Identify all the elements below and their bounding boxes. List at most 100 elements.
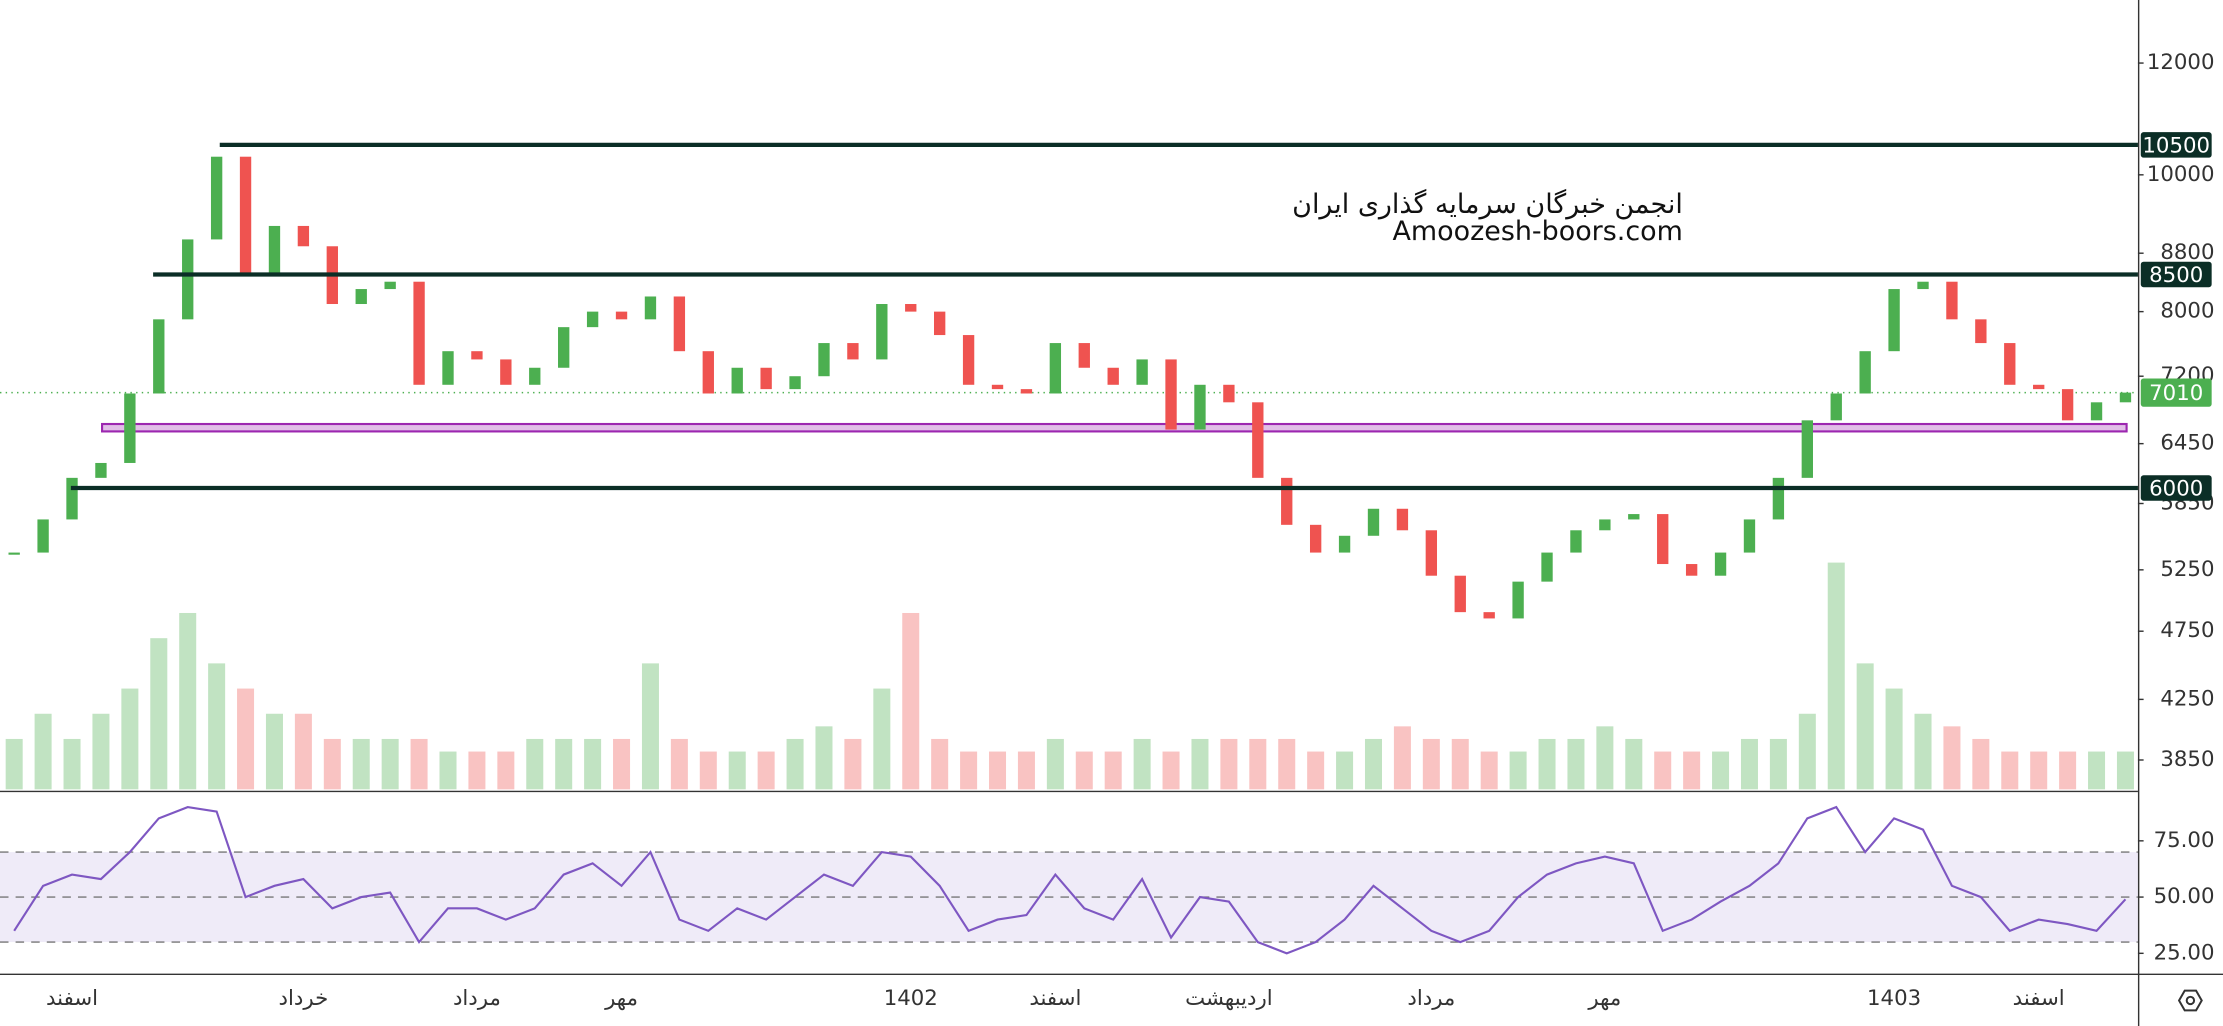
volume-bar	[1509, 751, 1527, 790]
candle	[95, 462, 107, 478]
settings-icon[interactable]	[2177, 989, 2203, 1012]
candle	[1772, 477, 1785, 520]
candle	[1136, 359, 1148, 385]
watermark-url: Amoozesh-boors.com	[1393, 216, 1683, 247]
x-tick-label: اسفند	[1029, 986, 1081, 1011]
rsi-tick-label: 75.00	[2154, 828, 2215, 853]
volume-bar	[584, 738, 602, 790]
last-price-box	[2140, 378, 2212, 407]
rsi-tick-label: 25.00	[2154, 940, 2215, 965]
candle	[1657, 514, 1669, 565]
volume-bar	[179, 612, 197, 790]
candle	[2090, 402, 2103, 421]
volume-bar	[237, 688, 255, 790]
volume-bar	[439, 751, 457, 790]
volume-bar	[1451, 738, 1469, 790]
candle	[500, 359, 512, 385]
volume-bar	[902, 612, 920, 790]
level-label-box	[2140, 475, 2212, 501]
candle	[2061, 389, 2074, 421]
candle	[1483, 612, 1495, 619]
price-pane	[0, 156, 2138, 790]
y-tick-label: 4750	[2160, 618, 2214, 643]
candle	[1946, 281, 1958, 320]
candle	[210, 156, 223, 240]
volume-bar	[1769, 738, 1787, 790]
candle	[471, 351, 483, 360]
volume-bar	[699, 751, 717, 790]
candle	[1743, 519, 1756, 553]
volume-bar	[2001, 751, 2019, 790]
candle	[1309, 524, 1322, 553]
level-label: 6000	[2149, 476, 2203, 501]
watermark-title: انجمن خبرگان سرمایه گذاری ایران	[1292, 188, 1683, 220]
candle	[1165, 359, 1177, 430]
x-tick-label: 1402	[884, 986, 938, 1011]
volume-bar	[5, 738, 23, 790]
volume-bar	[873, 688, 891, 790]
level-label-box	[2140, 132, 2212, 158]
candle	[1714, 552, 1727, 576]
candle	[1281, 477, 1293, 525]
candle	[1830, 393, 1842, 421]
candle	[615, 311, 628, 320]
candle	[239, 156, 252, 275]
volume-bar	[555, 738, 573, 790]
y-tick-label: 6450	[2160, 431, 2214, 456]
candle	[558, 327, 570, 368]
volume-bar	[1220, 738, 1238, 790]
volume-bar	[352, 738, 370, 790]
x-tick-label: اسفند	[2013, 986, 2065, 1011]
candle	[1599, 519, 1611, 531]
rsi-line	[13, 805, 2127, 955]
candle	[66, 477, 78, 520]
volume-bar	[2030, 751, 2048, 790]
candle	[1338, 535, 1351, 553]
candle	[413, 281, 425, 385]
candle	[1078, 343, 1090, 368]
x-tick-label: اسفند	[46, 986, 98, 1011]
volume-bar	[1104, 751, 1122, 790]
volume-bar	[468, 751, 486, 790]
volume-bar	[1046, 738, 1064, 790]
y-tick-label: 5250	[2160, 557, 2214, 582]
volume-bar	[265, 713, 283, 790]
last-price-label: 7010	[2149, 381, 2203, 406]
y-tick-label: 8800	[2160, 240, 2214, 265]
volume-bar	[526, 738, 544, 790]
volume-bar	[323, 738, 341, 790]
candle	[1859, 351, 1871, 394]
volume-bar	[1827, 562, 1845, 790]
candle	[673, 296, 686, 352]
settings-hexagon[interactable]	[2177, 989, 2203, 1012]
volume-bar	[613, 738, 631, 790]
x-tick-label: مرداد	[1407, 986, 1455, 1011]
candle	[1107, 367, 1119, 385]
candle	[182, 239, 194, 320]
level-label-box	[2140, 261, 2212, 288]
volume-bar	[1278, 738, 1296, 790]
settings-dot[interactable]	[2185, 995, 2196, 1006]
candle	[934, 311, 946, 336]
candle	[2119, 392, 2132, 403]
volume-bar	[757, 751, 775, 790]
x-tick-label: مهر	[604, 986, 638, 1011]
candle	[991, 384, 1004, 390]
candle	[297, 225, 310, 247]
volume-bar	[1914, 713, 1932, 790]
candle	[8, 552, 20, 555]
volume-bar	[1162, 751, 1180, 790]
volume-bar	[1625, 738, 1643, 790]
volume-bar	[2059, 751, 2077, 790]
volume-bar	[2088, 751, 2106, 790]
level-label: 10500	[2142, 133, 2210, 158]
volume-bar	[294, 713, 312, 790]
candle	[1425, 530, 1438, 576]
volume-bar	[497, 751, 515, 790]
candle	[789, 376, 801, 390]
volume-bar	[1393, 726, 1411, 790]
candle	[1801, 420, 1813, 478]
